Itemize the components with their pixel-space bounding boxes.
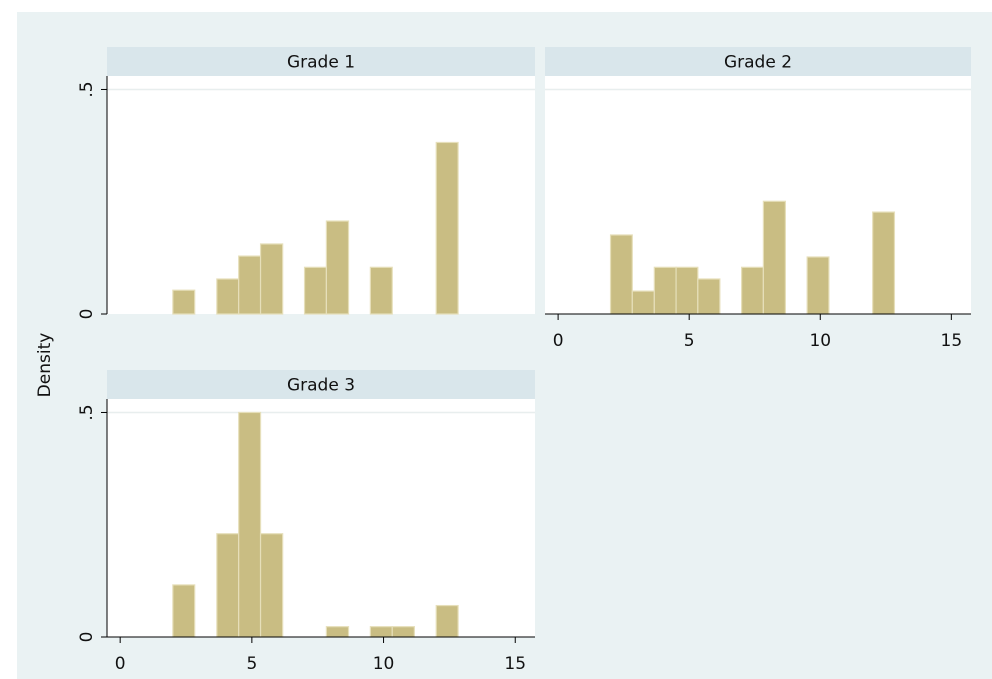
bar <box>238 411 262 638</box>
bar <box>391 626 415 638</box>
bar <box>325 220 350 315</box>
bar <box>609 234 633 315</box>
x-tick-label: 0 <box>115 654 126 674</box>
panel-title: Grade 2 <box>724 53 792 73</box>
y-tick-label: .5 <box>77 81 97 97</box>
bar <box>172 289 196 315</box>
bar <box>675 266 699 315</box>
bar <box>631 290 655 315</box>
x-tick-label: 10 <box>373 654 395 674</box>
bar <box>369 266 393 315</box>
bar <box>172 584 196 638</box>
panel-title: Grade 1 <box>287 53 355 73</box>
bar <box>303 266 327 315</box>
panel-title: Grade 3 <box>287 376 355 396</box>
x-tick-label: 15 <box>504 654 526 674</box>
x-tick-label: 5 <box>684 331 695 351</box>
bar <box>216 533 240 638</box>
bar <box>653 266 677 315</box>
y-axis-label: Density <box>35 333 55 398</box>
x-tick-label: 5 <box>246 654 257 674</box>
strip <box>545 47 971 76</box>
bar <box>435 604 459 638</box>
y-tick-label: .5 <box>77 404 97 420</box>
strip <box>107 47 535 76</box>
y-tick-label: 0 <box>77 309 97 320</box>
y-tick-label: 0 <box>77 632 97 643</box>
bar <box>741 266 764 315</box>
bar <box>259 243 284 315</box>
bar <box>872 211 896 315</box>
bar <box>369 626 393 638</box>
x-tick-label: 10 <box>809 331 831 351</box>
strip <box>107 370 535 399</box>
bar <box>216 278 240 315</box>
bar <box>259 533 284 638</box>
bar <box>762 200 786 315</box>
bar <box>697 278 721 315</box>
bar <box>238 255 262 315</box>
x-tick-label: 15 <box>941 331 963 351</box>
plot-area <box>107 399 535 637</box>
x-tick-label: 0 <box>553 331 564 351</box>
bar <box>806 256 830 315</box>
bar <box>435 141 459 315</box>
bar <box>325 626 350 638</box>
